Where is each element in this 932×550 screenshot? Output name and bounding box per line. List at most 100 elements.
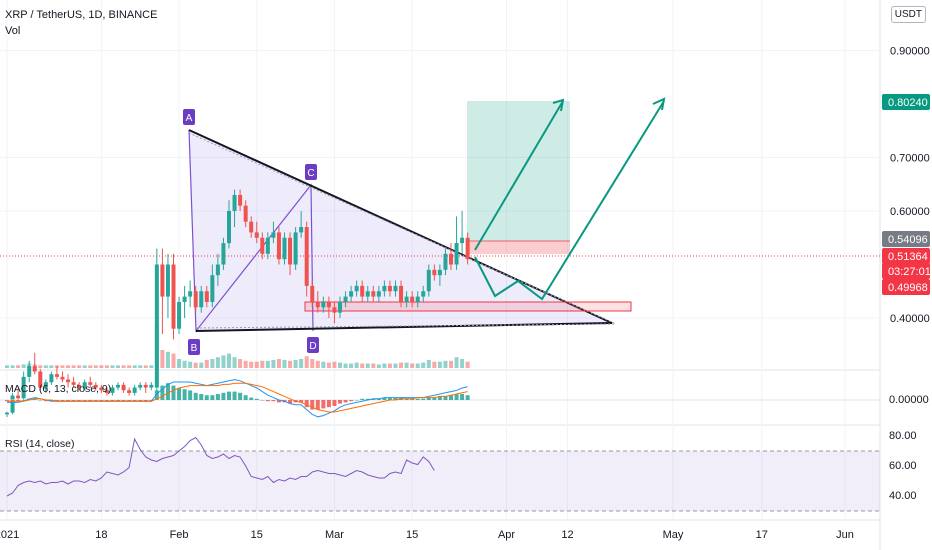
candle[interactable] bbox=[177, 296, 182, 335]
symbol-title[interactable]: XRP / TetherUS, 1D, BINANCE bbox=[5, 9, 158, 21]
candle[interactable] bbox=[38, 368, 43, 391]
candle[interactable] bbox=[421, 285, 426, 302]
candle[interactable] bbox=[193, 285, 198, 313]
candle[interactable] bbox=[271, 221, 276, 244]
abcd-pattern-line[interactable] bbox=[188, 129, 314, 333]
candle[interactable] bbox=[43, 379, 48, 393]
pattern-point-badge[interactable] bbox=[183, 109, 195, 125]
candle[interactable] bbox=[149, 382, 154, 391]
candle[interactable] bbox=[171, 253, 176, 340]
candle[interactable] bbox=[121, 382, 126, 393]
pattern-point-badge[interactable] bbox=[307, 337, 319, 353]
candle[interactable] bbox=[154, 248, 159, 393]
candle[interactable] bbox=[304, 221, 309, 297]
candle[interactable] bbox=[332, 301, 337, 324]
candle[interactable] bbox=[182, 285, 187, 318]
pattern-point-badge[interactable] bbox=[305, 164, 317, 180]
candle[interactable] bbox=[227, 200, 231, 249]
candle[interactable] bbox=[449, 243, 453, 270]
candle[interactable] bbox=[404, 291, 409, 308]
upper-trendline[interactable] bbox=[188, 129, 613, 324]
projection-arrow-1[interactable] bbox=[474, 100, 564, 251]
candle[interactable] bbox=[288, 232, 293, 276]
candle[interactable] bbox=[5, 411, 9, 417]
price-badge[interactable] bbox=[882, 263, 930, 279]
candle[interactable] bbox=[349, 285, 354, 302]
candle[interactable] bbox=[188, 280, 193, 308]
candle[interactable] bbox=[21, 371, 26, 401]
candle[interactable] bbox=[60, 371, 65, 383]
candle[interactable] bbox=[110, 384, 115, 396]
candle[interactable] bbox=[299, 211, 304, 238]
candle[interactable] bbox=[54, 366, 59, 380]
pattern-point-badge[interactable] bbox=[188, 339, 200, 355]
candle[interactable] bbox=[16, 390, 21, 401]
candle[interactable] bbox=[249, 216, 254, 238]
candle[interactable] bbox=[82, 379, 87, 391]
candle[interactable] bbox=[382, 280, 387, 297]
currency-button[interactable]: USDT bbox=[890, 6, 926, 23]
candle[interactable] bbox=[399, 280, 404, 308]
candle[interactable] bbox=[276, 227, 281, 265]
price-badge[interactable] bbox=[882, 279, 930, 295]
candle[interactable] bbox=[199, 285, 204, 313]
rsi-label[interactable]: RSI (14, close) bbox=[5, 438, 75, 450]
volume-indicator-label[interactable]: Vol bbox=[5, 25, 21, 37]
candle[interactable] bbox=[93, 382, 98, 391]
candle[interactable] bbox=[443, 248, 448, 276]
long-position-stop-zone[interactable] bbox=[467, 241, 570, 254]
candle[interactable] bbox=[343, 291, 348, 308]
price-badge[interactable] bbox=[882, 231, 930, 247]
candle[interactable] bbox=[49, 371, 54, 385]
candle[interactable] bbox=[204, 285, 209, 308]
candle[interactable] bbox=[88, 376, 93, 388]
candle[interactable] bbox=[210, 264, 215, 308]
candle[interactable] bbox=[371, 285, 376, 302]
candle[interactable] bbox=[71, 376, 76, 388]
candle[interactable] bbox=[132, 384, 137, 396]
candle[interactable] bbox=[293, 227, 298, 270]
price-badge[interactable] bbox=[882, 248, 930, 264]
candle[interactable] bbox=[77, 382, 82, 391]
candle[interactable] bbox=[143, 382, 148, 393]
candle[interactable] bbox=[454, 216, 459, 270]
candle[interactable] bbox=[326, 296, 331, 318]
candle[interactable] bbox=[165, 253, 170, 318]
candle[interactable] bbox=[32, 352, 37, 375]
support-zone-rect[interactable] bbox=[304, 301, 632, 312]
candle[interactable] bbox=[265, 232, 270, 260]
price-badge[interactable] bbox=[882, 94, 930, 110]
candle[interactable] bbox=[338, 296, 342, 318]
candle[interactable] bbox=[387, 280, 392, 297]
candle[interactable] bbox=[315, 291, 320, 313]
candle[interactable] bbox=[254, 221, 259, 244]
candle[interactable] bbox=[127, 387, 132, 396]
candle[interactable] bbox=[116, 382, 120, 391]
candle[interactable] bbox=[221, 237, 226, 270]
candle[interactable] bbox=[260, 232, 265, 260]
candle[interactable] bbox=[243, 200, 248, 228]
candle[interactable] bbox=[465, 232, 470, 265]
candle[interactable] bbox=[138, 382, 143, 391]
candle[interactable] bbox=[437, 264, 442, 286]
projection-arrow-2[interactable] bbox=[474, 100, 665, 301]
candle[interactable] bbox=[238, 189, 243, 211]
candle[interactable] bbox=[215, 253, 220, 286]
candle[interactable] bbox=[432, 264, 437, 281]
candle[interactable] bbox=[460, 211, 465, 254]
candle[interactable] bbox=[321, 296, 326, 313]
lower-trendline[interactable] bbox=[195, 322, 613, 332]
candle[interactable] bbox=[282, 232, 287, 265]
macd-label[interactable]: MACD (6, 13, close, 9) bbox=[5, 383, 112, 395]
candle[interactable] bbox=[360, 280, 365, 302]
candle[interactable] bbox=[310, 280, 315, 308]
candle[interactable] bbox=[426, 264, 431, 297]
candle[interactable] bbox=[160, 248, 165, 335]
candle[interactable] bbox=[376, 285, 381, 302]
candle[interactable] bbox=[104, 387, 109, 396]
candle[interactable] bbox=[99, 384, 104, 393]
candle[interactable] bbox=[415, 291, 420, 308]
long-position-target-zone[interactable] bbox=[467, 101, 570, 241]
candle[interactable] bbox=[365, 285, 370, 302]
